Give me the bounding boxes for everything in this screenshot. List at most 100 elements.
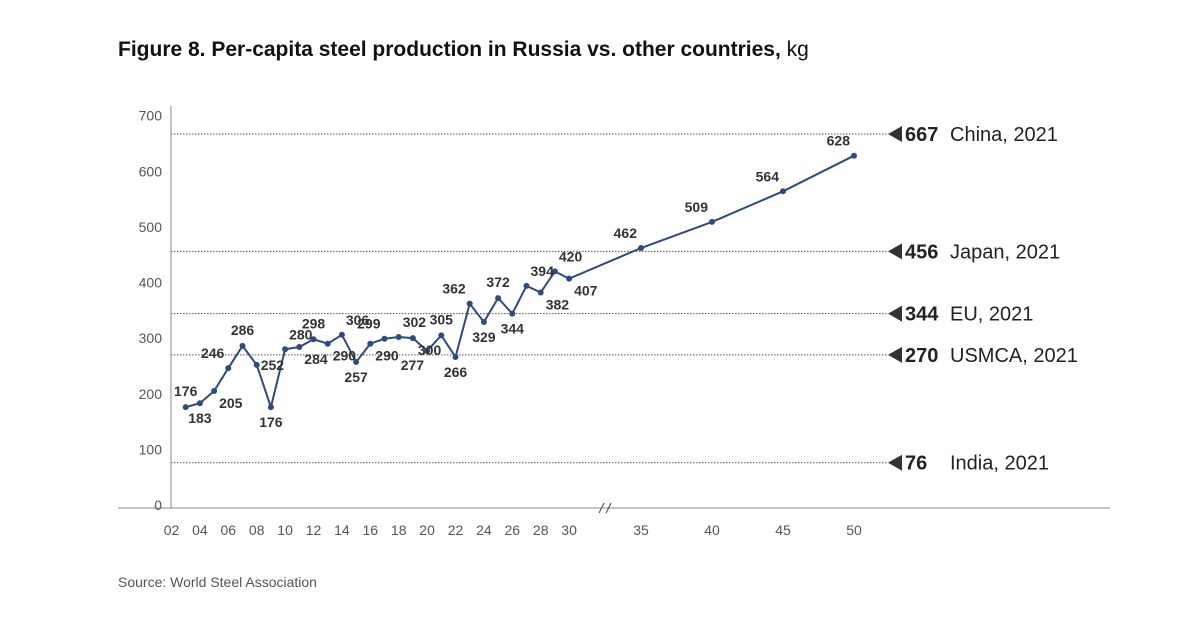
data-label: 266 (444, 364, 468, 380)
data-label: 329 (472, 329, 496, 345)
axis-break-mark (605, 502, 612, 514)
reference-label: China, 2021 (950, 124, 1058, 146)
chart-title-unit: kg (786, 38, 809, 61)
data-point (239, 342, 246, 349)
data-point (424, 347, 431, 354)
x-tick-label: 45 (775, 522, 791, 538)
data-point (709, 218, 715, 225)
data-point (438, 332, 445, 339)
data-label: 183 (188, 410, 212, 426)
reference-value: 270 (905, 345, 938, 367)
data-point (466, 300, 473, 307)
data-label: 257 (344, 369, 368, 385)
data-label: 290 (375, 348, 399, 364)
data-point (395, 334, 402, 341)
x-tick-label: 16 (363, 522, 379, 538)
reference-arrow (888, 454, 902, 471)
x-tick-label: 40 (704, 522, 720, 538)
x-tick-label: 12 (306, 522, 322, 538)
data-label: 290 (333, 348, 357, 364)
data-label: 420 (559, 248, 583, 264)
data-point (338, 331, 345, 338)
data-label: 277 (401, 357, 425, 373)
data-point (182, 404, 189, 411)
chart-title: Figure 8. Per-capita steel production in… (118, 38, 809, 62)
reference-arrow (888, 346, 902, 363)
data-label: 382 (546, 297, 570, 313)
data-label: 284 (304, 351, 328, 367)
chart-axes: 0 100 200 300 400 500 600 700 02 04 06 08 10 12 14 16 18… (118, 106, 1110, 538)
data-point (566, 275, 573, 282)
reference-value: 344 (905, 304, 939, 326)
reference-arrow (888, 243, 902, 260)
x-tick-label: 28 (533, 522, 549, 538)
data-point (509, 310, 516, 317)
data-label: 372 (486, 274, 510, 290)
data-label: 176 (174, 383, 198, 399)
data-label: 176 (259, 414, 283, 430)
data-label: 344 (501, 321, 525, 337)
data-point (324, 340, 331, 347)
data-point (537, 289, 544, 296)
data-point (353, 359, 360, 366)
data-label: 300 (418, 342, 442, 358)
data-point (310, 336, 317, 343)
data-label: 280 (289, 326, 313, 342)
y-tick-label: 0 (154, 497, 162, 513)
x-tick-label: 08 (249, 522, 265, 538)
chart-title-main: Figure 8. Per-capita steel production in… (118, 38, 781, 61)
data-point (381, 335, 388, 342)
x-tick-label: 30 (561, 522, 577, 538)
data-label: 394 (531, 263, 555, 279)
reference-label: India, 2021 (950, 453, 1049, 475)
y-tick-label: 300 (139, 330, 163, 346)
y-tick-label: 400 (139, 275, 163, 291)
reference-value: 667 (905, 124, 938, 146)
data-point (253, 361, 260, 368)
data-label: 305 (430, 311, 454, 327)
data-point (523, 282, 530, 289)
y-tick-label: 700 (139, 108, 163, 124)
data-point (296, 344, 303, 351)
data-point (551, 268, 558, 275)
data-point (282, 346, 289, 353)
data-labels: 176 183 205 246 286 252 176 280 284 298 290 306 257 2… (174, 133, 850, 430)
data-point (480, 319, 487, 326)
data-point (367, 340, 374, 347)
axis-break-mark (598, 502, 605, 514)
series-line (185, 154, 855, 411)
data-label: 252 (261, 357, 285, 373)
data-point (452, 354, 459, 361)
reference-label: Japan, 2021 (950, 241, 1060, 263)
reference-lines: 667 China, 2021 456 Japan, 2021 344 EU, 2021 2… (171, 124, 1078, 475)
data-point (267, 404, 274, 411)
x-tick-label: 20 (419, 522, 435, 538)
data-label: 299 (357, 316, 381, 332)
x-tick-label: 04 (192, 522, 208, 538)
x-tick-label: 35 (633, 522, 649, 538)
data-label: 306 (346, 312, 370, 328)
data-label: 509 (685, 199, 709, 215)
x-tick-label: 10 (277, 522, 293, 538)
y-tick-label: 100 (139, 441, 163, 457)
reference-label: USMCA, 2021 (950, 345, 1078, 367)
data-point (638, 245, 644, 252)
reference-arrow (888, 305, 902, 322)
data-label: 286 (231, 322, 255, 338)
x-tick-label: 26 (505, 522, 521, 538)
reference-value: 456 (905, 241, 938, 263)
reference-arrow (888, 126, 902, 143)
reference-value: 76 (905, 453, 927, 475)
data-label: 628 (827, 133, 851, 149)
data-label: 205 (219, 395, 243, 411)
data-label: 298 (302, 315, 326, 331)
source-note: Source: World Steel Association (118, 574, 317, 590)
data-point (495, 295, 502, 302)
y-tick-label: 200 (139, 386, 163, 402)
x-tick-label: 22 (448, 522, 464, 538)
y-tick-label: 600 (139, 163, 163, 179)
x-tick-label: 02 (164, 522, 180, 538)
x-tick-label: 18 (391, 522, 407, 538)
data-point (780, 188, 786, 195)
